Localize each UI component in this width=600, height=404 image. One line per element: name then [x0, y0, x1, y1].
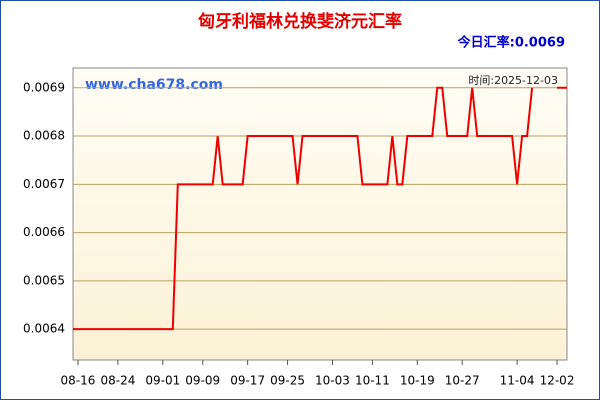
time-label: 时间:2025-12-03 [468, 74, 558, 87]
x-tick-label: 12-02 [540, 374, 575, 388]
x-tick-label: 10-11 [355, 374, 390, 388]
x-tick-label: 09-25 [270, 374, 305, 388]
x-tick-label: 09-17 [230, 374, 265, 388]
current-rate: 今日汇率:0.0069 [457, 35, 565, 51]
x-tick-label: 10-27 [445, 374, 480, 388]
watermark: www.cha678.com [85, 77, 223, 93]
y-tick-label: 0.0069 [23, 80, 65, 94]
x-tick-label: 08-24 [100, 374, 135, 388]
x-tick-label: 09-01 [145, 374, 180, 388]
x-tick-label: 08-16 [61, 374, 96, 388]
x-tick-label: 10-03 [315, 374, 350, 388]
x-tick-label: 11-04 [500, 374, 535, 388]
y-tick-label: 0.0065 [23, 273, 65, 287]
plot-area [72, 67, 568, 361]
y-tick-label: 0.0067 [23, 177, 65, 191]
chart-title: 匈牙利福林兑换斐济元汇率 [197, 11, 402, 32]
x-tick-label: 09-09 [185, 374, 220, 388]
y-tick-label: 0.0066 [23, 225, 65, 239]
line-series [73, 86, 567, 331]
y-tick-label: 0.0064 [23, 322, 65, 336]
x-tick-label: 10-19 [400, 374, 435, 388]
y-tick-label: 0.0068 [23, 129, 65, 143]
